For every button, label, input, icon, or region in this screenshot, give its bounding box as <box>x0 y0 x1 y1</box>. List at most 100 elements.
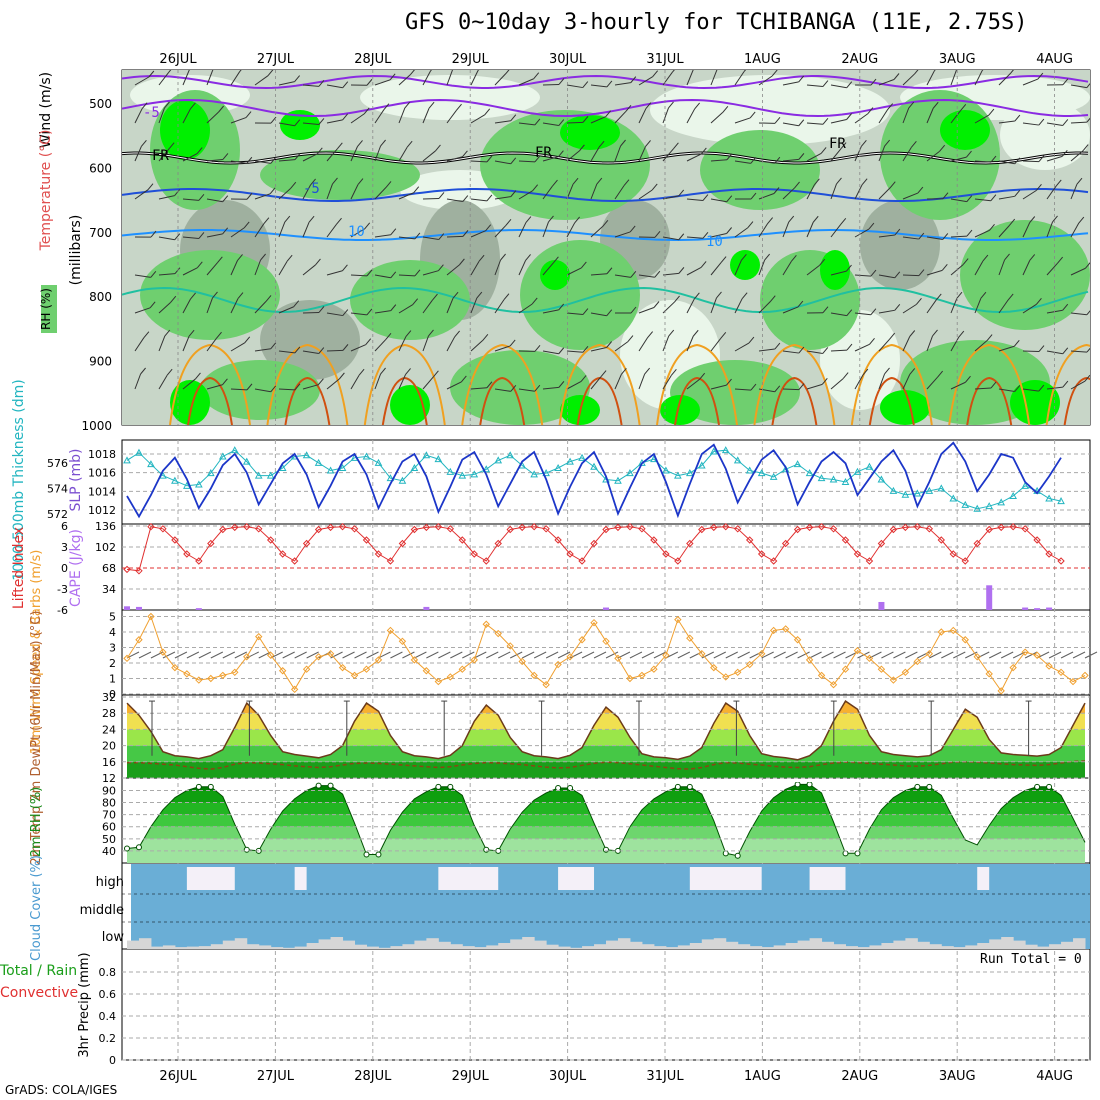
wind-barb-flag <box>1062 303 1069 311</box>
wind-barb <box>494 196 511 200</box>
cloud-low-bar <box>677 945 691 949</box>
thickness-marker <box>482 465 491 473</box>
wind-barb-flag <box>1084 374 1090 382</box>
wind-barb-flag <box>216 256 223 264</box>
wind-barb <box>710 159 727 162</box>
wind-barb-flag <box>525 216 532 223</box>
wind-barb <box>542 309 559 314</box>
wind-barb-flag <box>198 232 205 239</box>
wind-barb-flag <box>909 368 916 375</box>
wind-barb <box>590 312 607 317</box>
wind-barb-flag <box>654 270 661 278</box>
slp-tick-label: 1016 <box>88 467 116 480</box>
rh-extreme-marker <box>914 783 921 790</box>
wind10m-barb <box>569 651 583 659</box>
rh-dummy <box>125 0 130 3</box>
wind-barb-flag <box>318 80 325 87</box>
wind-barb-flag <box>462 150 468 158</box>
thickness-marker <box>446 467 455 475</box>
wind-barb <box>206 337 217 352</box>
wind-barb <box>878 234 895 238</box>
panel-precip <box>121 948 1091 1061</box>
wind-barb <box>590 84 607 88</box>
wind-barb-flag <box>438 233 445 240</box>
wind-barb-flag <box>342 264 348 272</box>
wind-barb <box>734 388 751 391</box>
lifted-index-marker <box>350 525 359 533</box>
rh-band <box>127 802 1085 815</box>
thickness-marker <box>506 451 515 459</box>
wind-barb <box>830 349 848 352</box>
wind-barb-flag <box>318 347 325 354</box>
wind-barb-flag <box>510 114 517 122</box>
wind-barb <box>134 189 149 200</box>
cloud-low-bar <box>222 940 236 949</box>
lifted-index-marker <box>686 539 694 548</box>
wind-barb-flag <box>484 108 491 116</box>
wind10m-marker <box>506 642 514 650</box>
lifted-index-marker <box>231 523 239 532</box>
wind-barb-flag <box>889 181 896 188</box>
wind-barb <box>350 146 358 162</box>
wind-barb <box>134 274 151 278</box>
wind-barb-flag <box>960 104 967 111</box>
isotherm-25 <box>966 376 1013 425</box>
wind-barb <box>662 375 672 390</box>
temp-band <box>127 761 1085 778</box>
rh-extreme-marker <box>806 782 813 788</box>
wind-barb <box>494 299 505 314</box>
wind-barb <box>734 160 751 164</box>
wind-barb-flag <box>558 303 565 311</box>
cloud-low-bar <box>893 940 906 949</box>
rh-axis-title: RH (%) <box>39 288 53 330</box>
wind10m-marker <box>937 628 946 636</box>
wind-barb-flag <box>764 253 771 261</box>
cloud-low-bar <box>330 937 344 949</box>
wind-barb <box>974 297 982 314</box>
cloud-low-bar <box>857 947 870 949</box>
wind-barb-flag <box>505 219 512 226</box>
rh-tick-label: 90 <box>102 784 116 797</box>
wind-barb <box>638 108 647 124</box>
wind-barb <box>878 274 895 279</box>
lifted-index-marker <box>458 536 467 544</box>
wind-barb <box>398 146 408 162</box>
wind-barb <box>950 235 968 238</box>
wind10m-marker <box>757 649 766 658</box>
wind-barb <box>686 267 702 276</box>
lifted-index-marker <box>434 522 443 531</box>
wind-barb <box>494 259 502 276</box>
credit-label: GrADS: COLA/IGES <box>5 1083 118 1097</box>
temp-tick-label: 12 <box>102 772 116 785</box>
lifted-index-marker <box>1045 550 1053 558</box>
wind10m-barb <box>665 651 679 659</box>
cloud-low-bar <box>294 946 308 949</box>
wind-barb-flag <box>870 269 877 277</box>
wind-barb-flag <box>750 192 757 200</box>
wind10m-barb <box>977 651 990 659</box>
wind-barb <box>182 378 196 390</box>
wind-barb-flag <box>630 306 637 314</box>
lifted-index-marker <box>470 550 478 558</box>
wind-barb <box>662 335 670 352</box>
wind-barb-flag <box>510 385 517 392</box>
date-label-top: 29JUL <box>452 52 490 67</box>
wind-barb <box>374 373 382 390</box>
lifted-index-marker <box>590 539 598 548</box>
wind-barb <box>302 384 319 390</box>
chart-title: GFS 0~10day 3-hourly for TCHIBANGA (11E,… <box>405 10 1028 35</box>
thickness-marker <box>530 470 538 478</box>
wind-barb-flag <box>914 70 919 75</box>
wind-barb <box>686 236 703 239</box>
cloud-base <box>131 864 1090 949</box>
wind-barb <box>710 384 727 390</box>
cloud-low-bar <box>773 945 787 949</box>
thickness-tick-label: 574 <box>47 482 68 495</box>
thickness-marker <box>422 451 431 459</box>
wind-barb <box>182 267 198 276</box>
wind-barb-flag <box>958 330 965 338</box>
wind10m-marker <box>338 663 347 672</box>
wind-barb <box>158 335 166 352</box>
wind-barb <box>518 388 535 392</box>
rh-extreme-marker <box>243 846 250 853</box>
